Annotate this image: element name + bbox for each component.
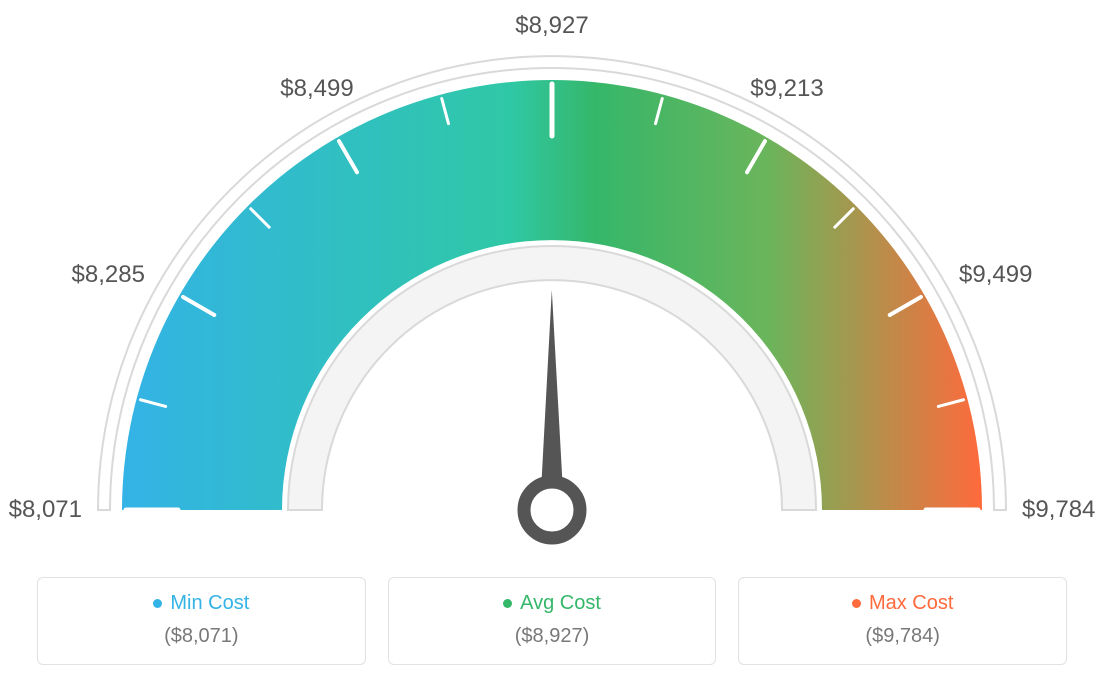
legend-row: Min Cost ($8,071) Avg Cost ($8,927) Max … bbox=[37, 577, 1067, 665]
gauge-tick-label: $9,213 bbox=[750, 75, 823, 103]
legend-dot-avg bbox=[503, 599, 512, 608]
gauge-tick-label: $9,499 bbox=[959, 261, 1032, 289]
legend-label-avg: Avg Cost bbox=[520, 592, 601, 614]
legend-value-max: ($9,784) bbox=[749, 625, 1056, 648]
legend-card-max: Max Cost ($9,784) bbox=[738, 577, 1067, 665]
gauge-tick-label: $8,499 bbox=[280, 75, 353, 103]
legend-title-min: Min Cost bbox=[48, 592, 355, 615]
legend-label-max: Max Cost bbox=[869, 592, 953, 614]
legend-card-avg: Avg Cost ($8,927) bbox=[388, 577, 717, 665]
legend-dot-max bbox=[852, 599, 861, 608]
gauge-tick-label: $9,784 bbox=[1022, 496, 1095, 524]
gauge-tick-label: $8,071 bbox=[9, 496, 82, 524]
legend-label-min: Min Cost bbox=[170, 592, 249, 614]
chart-wrapper: $8,071 $8,285 $8,499 $8,927 $9,213 $9,499 $9,7… bbox=[0, 0, 1104, 690]
gauge-tick-label: $8,927 bbox=[515, 12, 588, 40]
legend-title-max: Max Cost bbox=[749, 592, 1056, 615]
legend-value-avg: ($8,927) bbox=[399, 625, 706, 648]
legend-dot-min bbox=[153, 599, 162, 608]
gauge-tick-label: $8,285 bbox=[72, 261, 145, 289]
legend-value-min: ($8,071) bbox=[48, 625, 355, 648]
legend-title-avg: Avg Cost bbox=[399, 592, 706, 615]
legend-card-min: Min Cost ($8,071) bbox=[37, 577, 366, 665]
gauge-chart: $8,071$8,285$8,499$8,927$9,213$9,499$9,7… bbox=[0, 20, 1104, 580]
gauge-svg bbox=[0, 20, 1104, 580]
